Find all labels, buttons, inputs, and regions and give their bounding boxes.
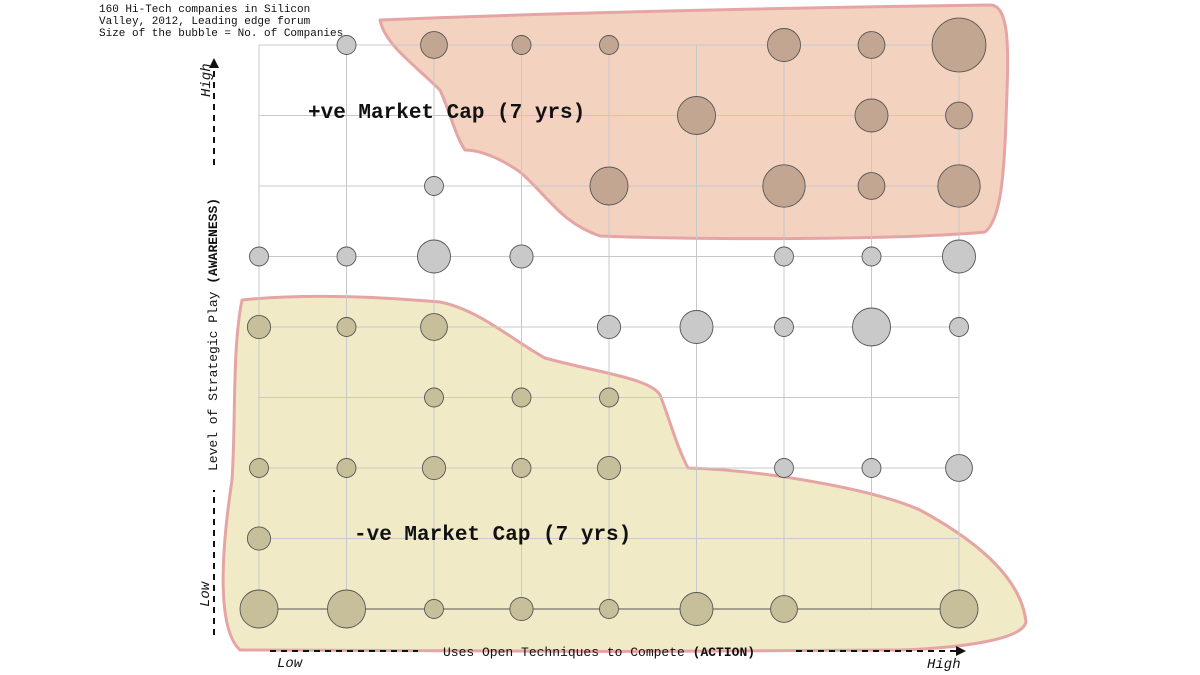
bubble-negative — [596, 455, 622, 481]
bubble-neutral — [509, 244, 534, 269]
x-axis-high-label: High — [927, 657, 961, 673]
bubble-neutral — [249, 246, 269, 267]
bubble-neutral — [336, 246, 357, 267]
y-axis-low-label: Low — [198, 581, 214, 607]
bubble-negative — [511, 458, 532, 478]
bubble-positive — [857, 172, 886, 200]
bubble-negative — [509, 596, 534, 622]
x-axis-low-label: Low — [277, 656, 303, 672]
bubble-neutral — [774, 246, 794, 267]
bubble-neutral — [852, 307, 891, 347]
note-line-1: 160 Hi-Tech companies in Silicon — [99, 4, 311, 16]
bubble-positive — [677, 96, 716, 135]
bubble-negative — [336, 317, 357, 337]
bubble-neutral — [861, 246, 882, 267]
bubble-negative — [246, 526, 272, 551]
bubble-positive — [599, 35, 619, 55]
bubble-negative — [249, 458, 269, 478]
bubble-negative — [939, 589, 979, 629]
y-axis-label: Level of Strategic Play (AWARENESS) — [206, 198, 221, 471]
bubble-positive — [857, 31, 886, 59]
bubble-neutral — [417, 239, 451, 274]
bubble-negative — [679, 592, 714, 626]
bubble-negative — [424, 599, 444, 619]
bubble-negative — [327, 589, 366, 629]
bubble-neutral — [774, 458, 794, 478]
bubble-neutral — [945, 454, 973, 482]
bubble-negative — [336, 458, 357, 478]
bubble-neutral — [596, 314, 622, 340]
bubble-positive — [762, 164, 806, 208]
x-axis-arrow-icon — [956, 646, 966, 656]
x-axis-label: Uses Open Techniques to Compete (ACTION) — [443, 645, 755, 660]
negative-region-label: -ve Market Cap (7 yrs) — [354, 524, 631, 547]
x-axis-label-text: Uses Open Techniques to Compete — [443, 645, 693, 660]
bubble-negative — [770, 595, 798, 623]
bubble-negative — [511, 387, 532, 408]
bubble-negative — [421, 455, 447, 481]
bubble-positive — [511, 35, 532, 55]
bubble-positive — [937, 164, 981, 208]
bubble-neutral — [679, 310, 714, 344]
bubble-neutral — [942, 239, 976, 274]
bubble-positive — [420, 31, 448, 59]
bubble-positive — [931, 17, 987, 73]
bubble-neutral — [424, 176, 444, 196]
bubble-positive — [589, 166, 629, 206]
bubble-negative — [424, 387, 444, 408]
bubble-negative — [599, 387, 619, 408]
bubble-neutral — [861, 458, 882, 478]
bubble-neutral — [774, 317, 794, 337]
bubble-negative — [246, 314, 272, 340]
y-axis-label-bold: (AWARENESS) — [206, 198, 221, 284]
bubble-negative — [239, 589, 279, 629]
bubble-negative — [420, 313, 448, 341]
bubble-negative — [599, 599, 619, 619]
negative-market-cap-region — [221, 294, 1028, 653]
y-axis-high-label: High — [199, 63, 215, 97]
bubble-neutral — [949, 317, 969, 337]
x-axis-label-bold: (ACTION) — [693, 645, 755, 660]
positive-region-label: +ve Market Cap (7 yrs) — [308, 102, 585, 125]
bubble-positive — [945, 101, 973, 130]
y-axis-label-text: Level of Strategic Play — [206, 284, 221, 471]
y-axis-arrow-icon — [209, 58, 219, 68]
note-line-3: Size of the bubble = No. of Companies — [99, 28, 344, 40]
bubble-neutral — [336, 35, 357, 55]
bubble-positive — [767, 28, 801, 62]
bubble-positive — [854, 98, 889, 133]
note-line-2: Valley, 2012, Leading edge forum — [99, 16, 311, 28]
